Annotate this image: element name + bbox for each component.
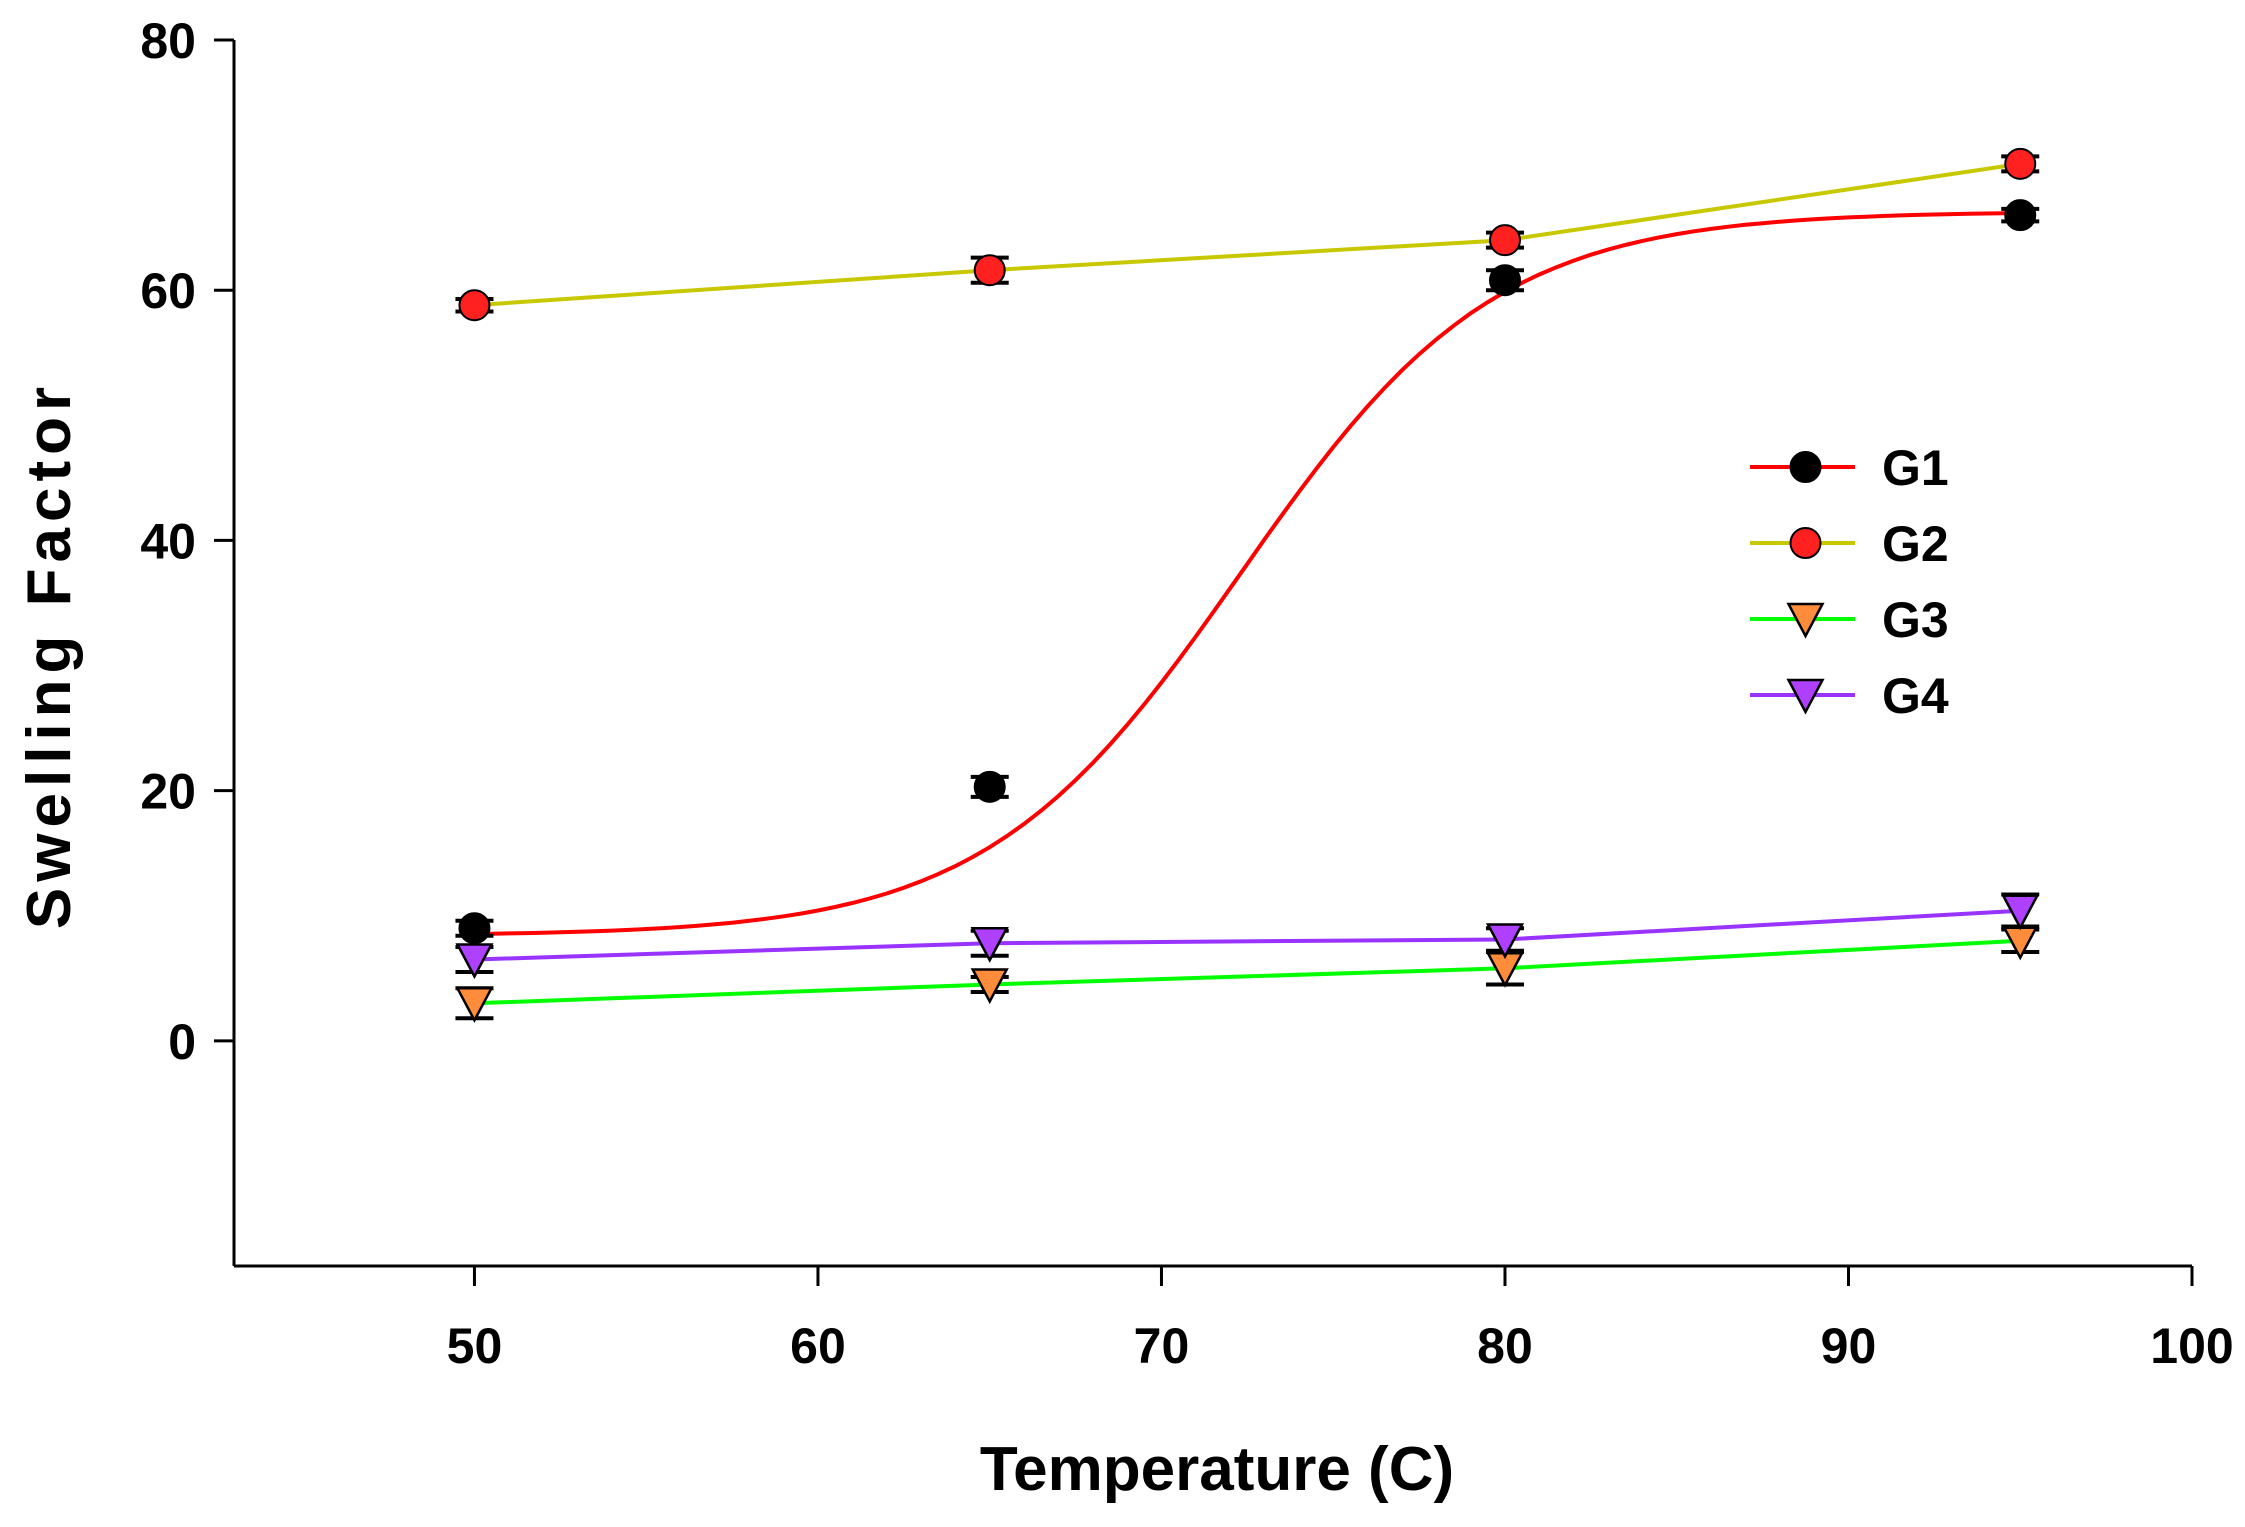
legend-item-g3: G3 (1750, 592, 1949, 648)
legend: G1 G2 G3 G4 (1750, 440, 1949, 724)
legend-label: G2 (1882, 516, 1949, 572)
axes (214, 38, 2194, 1286)
data-point-g2 (458, 289, 491, 322)
data-point-g4 (455, 943, 494, 980)
series-g4 (455, 892, 2040, 980)
legend-marker (1786, 678, 1825, 715)
y-tick-label: 20 (140, 764, 196, 820)
data-point-g2 (1488, 224, 1521, 257)
data-point-g1 (2004, 199, 2037, 232)
plot-area (455, 147, 2040, 1023)
series-g1 (455, 199, 2040, 945)
x-tick-label: 50 (447, 1318, 503, 1374)
data-point-g1 (1488, 264, 1521, 297)
y-tick-label: 0 (168, 1014, 196, 1070)
y-tick-label: 40 (140, 513, 196, 569)
x-tick-label: 90 (1821, 1318, 1877, 1374)
data-point-g2 (973, 254, 1006, 287)
tick-labels: 0 20 40 60 80 50 60 70 80 90 100 (140, 13, 2233, 1374)
data-point-g1 (973, 770, 1006, 803)
legend-label: G1 (1882, 440, 1949, 496)
series-line-g4 (474, 908, 2021, 962)
legend-marker (1786, 602, 1825, 639)
legend-label: G3 (1882, 592, 1949, 648)
data-point-g4 (970, 926, 1009, 963)
data-point-g3 (455, 987, 494, 1023)
legend-label: G4 (1882, 668, 1949, 724)
y-tick-label: 60 (140, 263, 196, 319)
legend-marker (1789, 527, 1822, 559)
x-tick-label: 60 (790, 1318, 846, 1374)
series-line-g1 (474, 211, 2021, 936)
data-point-g3 (970, 968, 1009, 1005)
data-point-g4 (1485, 923, 1525, 960)
legend-item-g2: G2 (1750, 516, 1949, 572)
data-point-g2 (2004, 147, 2037, 180)
data-point-g4 (2001, 894, 2040, 931)
y-axis-title: Swelling Factor (15, 381, 84, 929)
x-axis-title: Temperature (C) (980, 1435, 1454, 1504)
legend-item-g1: G1 (1750, 440, 1949, 496)
legend-marker (1789, 451, 1822, 483)
data-point-g1 (458, 912, 491, 945)
series-g2 (455, 147, 2040, 322)
x-tick-label: 70 (1134, 1318, 1190, 1374)
legend-item-g4: G4 (1750, 668, 1949, 724)
y-tick-label: 80 (140, 13, 196, 69)
series-line-g2 (474, 161, 2021, 308)
series-line-g3 (474, 938, 2021, 1006)
x-tick-label: 100 (2150, 1318, 2233, 1374)
x-tick-label: 80 (1477, 1318, 1533, 1374)
